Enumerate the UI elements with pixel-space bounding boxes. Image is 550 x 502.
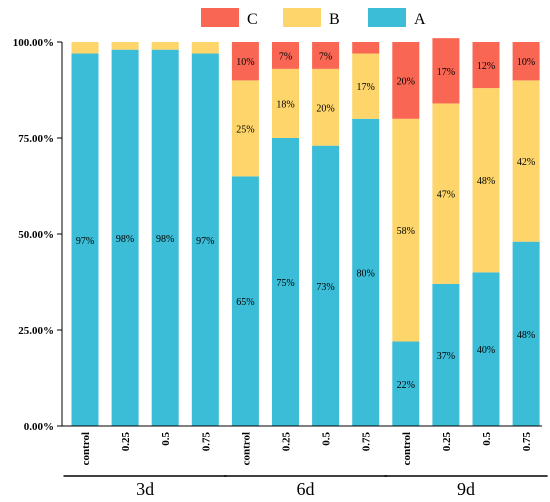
bar-C-7 — [352, 42, 380, 54]
bar-A-3 — [191, 53, 219, 427]
data-label-A-4: 65% — [236, 297, 254, 308]
bar-C-5 — [272, 42, 299, 69]
bar-C-11 — [512, 42, 540, 81]
data-label-B-6: 20% — [316, 103, 334, 114]
bar-A-0 — [71, 53, 99, 427]
bar-B-3 — [191, 42, 219, 54]
bar-B-0 — [71, 42, 99, 54]
data-label-B-4: 25% — [236, 124, 254, 135]
data-label-A-10: 40% — [477, 345, 495, 356]
bar-A-11 — [512, 241, 540, 426]
data-label-B-9: 47% — [437, 190, 455, 201]
data-label-C-11: 10% — [517, 57, 535, 68]
data-label-A-8: 22% — [397, 380, 415, 391]
legend-swatch-A — [368, 8, 406, 27]
x-category-label-10: 0.5 — [481, 432, 493, 446]
y-tick-label-1: 25.00% — [18, 325, 54, 337]
data-label-C-4: 10% — [236, 57, 254, 68]
data-label-B-5: 18% — [276, 99, 294, 110]
data-label-C-8: 20% — [397, 76, 415, 87]
x-category-label-4: control — [240, 432, 252, 465]
legend-swatch-B — [283, 8, 321, 27]
y-axis: 0.00% 25.00% 50.00% 75.00% 100.00% — [13, 37, 63, 433]
x-category-label-6: 0.5 — [321, 432, 333, 446]
bar-B-9 — [432, 103, 460, 284]
bar-C-9 — [432, 38, 460, 104]
bar-C-8 — [392, 42, 420, 119]
data-label-A-9: 37% — [437, 351, 455, 362]
bar-A-2 — [151, 49, 179, 427]
legend-label-A: A — [414, 11, 426, 28]
group-label-1: 6d — [297, 479, 315, 499]
bar-B-11 — [512, 80, 540, 242]
y-tick-label-3: 75.00% — [18, 133, 54, 145]
bar-C-10 — [472, 42, 500, 89]
legend-label-C: C — [247, 11, 258, 28]
bar-C-6 — [312, 42, 340, 69]
data-label-A-0: 97% — [76, 236, 94, 247]
bar-B-2 — [151, 42, 179, 50]
x-category-label-9: 0.25 — [441, 432, 453, 452]
x-category-label-2: 0.5 — [160, 432, 172, 446]
group-label-2: 9d — [457, 479, 475, 499]
data-label-B-8: 58% — [397, 226, 415, 237]
bar-A-5 — [272, 138, 299, 426]
bar-B-5 — [272, 68, 299, 138]
x-category-label-11: 0.75 — [521, 432, 533, 452]
x-axis: control 0.25 0.5 0.75 control 0.25 0.5 0.75 cont… — [62, 425, 548, 499]
legend-swatch-C — [201, 8, 239, 27]
group-label-0: 3d — [136, 479, 154, 499]
bar-B-7 — [352, 53, 380, 119]
bar-B-10 — [472, 88, 500, 273]
x-category-label-0: control — [80, 432, 92, 465]
data-label-A-1: 98% — [116, 234, 134, 245]
data-label-B-10: 48% — [477, 176, 495, 187]
data-label-C-6: 7% — [319, 51, 332, 62]
x-category-label-7: 0.75 — [361, 432, 373, 452]
y-tick-label-0: 0.00% — [24, 421, 54, 433]
bar-B-1 — [111, 42, 139, 50]
bar-A-8 — [392, 341, 420, 426]
bar-A-9 — [432, 283, 460, 426]
data-label-C-10: 12% — [477, 61, 495, 72]
x-category-label-5: 0.25 — [281, 432, 293, 452]
data-label-C-5: 7% — [279, 51, 292, 62]
x-category-label-1: 0.25 — [120, 432, 132, 452]
data-label-B-7: 17% — [357, 82, 375, 93]
bar-A-6 — [312, 145, 340, 426]
data-label-A-11: 48% — [517, 330, 535, 341]
data-label-A-3: 97% — [196, 236, 214, 247]
data-label-B-11: 42% — [517, 157, 535, 168]
data-label-A-6: 73% — [316, 282, 334, 293]
bars: 97% 98% 98% 97% 65% 25% 10% 75% 18% 7% 73% 20% 7% 80%… — [71, 38, 540, 427]
y-tick-label-2: 50.00% — [18, 229, 54, 241]
bar-A-7 — [352, 118, 380, 427]
legend-label-B: B — [329, 11, 340, 28]
x-category-label-8: control — [401, 432, 413, 465]
bar-B-4 — [231, 80, 259, 177]
bar-A-4 — [231, 176, 259, 426]
data-label-A-2: 98% — [156, 234, 174, 245]
bar-B-6 — [312, 68, 340, 146]
data-label-A-7: 80% — [357, 268, 375, 279]
bar-B-8 — [392, 118, 420, 342]
x-category-label-3: 0.75 — [200, 432, 212, 452]
bar-A-10 — [472, 272, 500, 426]
bar-C-4 — [231, 42, 259, 81]
data-label-A-5: 75% — [276, 278, 294, 289]
data-label-C-9: 17% — [437, 67, 455, 78]
y-tick-label-4: 100.00% — [13, 37, 54, 49]
bar-A-1 — [111, 49, 139, 427]
